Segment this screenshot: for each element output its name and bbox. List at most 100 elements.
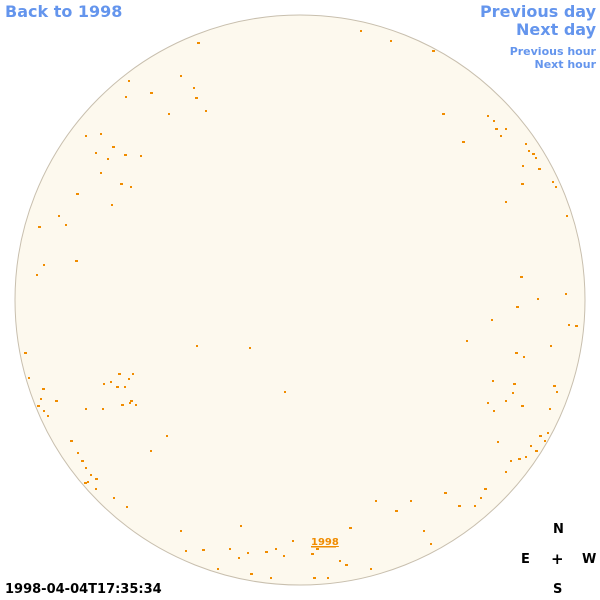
active-region-mark [395, 510, 398, 512]
active-region-mark [500, 135, 502, 137]
active-region-mark [521, 405, 524, 407]
active-region-mark [495, 128, 498, 130]
active-region-mark [58, 215, 60, 217]
active-region-mark [37, 405, 40, 407]
active-region-mark [370, 568, 372, 570]
compass-west: W [582, 552, 597, 567]
active-region-mark [530, 445, 532, 447]
active-region-mark [505, 201, 507, 203]
active-region-mark [313, 577, 316, 579]
active-region-mark [521, 183, 524, 185]
active-region-mark [240, 525, 242, 527]
active-region-mark [112, 146, 115, 148]
observation-timestamp: 1998-04-04T17:35:34 [5, 582, 162, 597]
active-region-mark [518, 458, 521, 460]
next-hour-link[interactable]: Next hour [534, 58, 597, 71]
active-region-mark [493, 120, 495, 122]
active-region-mark [510, 460, 512, 462]
active-region-mark [100, 172, 102, 174]
active-region-mark [566, 215, 568, 217]
compass-north: N [553, 522, 564, 537]
active-region-mark [238, 557, 240, 559]
active-region-mark [292, 540, 294, 542]
active-region-mark [150, 450, 152, 452]
active-region-mark [516, 306, 519, 308]
active-region-mark [270, 577, 272, 579]
region-label-link[interactable]: 1998 [311, 537, 339, 548]
active-region-mark [87, 481, 89, 483]
active-region-mark [140, 155, 142, 157]
region-label[interactable]: 1998 [311, 537, 339, 548]
active-region-mark [166, 435, 168, 437]
active-region-mark [40, 398, 42, 400]
active-region-mark [110, 381, 112, 383]
active-region-mark [515, 352, 518, 354]
active-region-mark [113, 497, 115, 499]
active-region-mark [556, 391, 558, 393]
active-region-mark [442, 113, 445, 115]
active-regions [24, 30, 578, 579]
active-region-mark [549, 408, 551, 410]
active-region-mark [275, 548, 277, 550]
active-region-mark [150, 92, 153, 94]
active-region-mark [484, 488, 487, 490]
active-region-mark [90, 474, 92, 476]
previous-day-link[interactable]: Previous day [479, 2, 596, 21]
active-region-mark [555, 186, 557, 188]
active-region-mark [118, 373, 121, 375]
active-region-mark [284, 391, 286, 393]
active-region-mark [423, 530, 425, 532]
active-region-mark [28, 377, 30, 379]
active-region-mark [339, 560, 341, 562]
back-to-year-link[interactable]: Back to 1998 [5, 2, 123, 21]
active-region-mark [85, 467, 87, 469]
sun-disk [14, 14, 586, 586]
active-region-mark [36, 274, 38, 276]
active-region-mark [535, 450, 538, 452]
active-region-mark [107, 158, 109, 160]
active-region-mark [544, 440, 546, 442]
active-region-mark [121, 404, 124, 406]
active-region-mark [520, 276, 523, 278]
active-region-mark [466, 340, 468, 342]
active-region-mark [525, 456, 527, 458]
active-region-mark [249, 347, 251, 349]
compass-east: E [521, 552, 530, 567]
active-region-mark [537, 298, 539, 300]
active-region-mark [250, 573, 253, 575]
active-region-mark [430, 543, 432, 545]
active-region-mark [528, 150, 530, 152]
active-region-mark [487, 115, 489, 117]
active-region-mark [575, 325, 578, 327]
next-day-link[interactable]: Next day [516, 20, 596, 39]
active-region-mark [70, 440, 73, 442]
active-region-mark [565, 293, 567, 295]
active-region-mark [247, 552, 249, 554]
active-region-mark [125, 96, 127, 98]
active-region-mark [47, 415, 49, 417]
active-region-mark [85, 408, 87, 410]
active-region-mark [130, 186, 132, 188]
compass-center: + [551, 550, 564, 568]
previous-hour-link[interactable]: Previous hour [509, 45, 596, 58]
active-region-mark [217, 568, 219, 570]
active-region-mark [76, 193, 79, 195]
active-region-mark [168, 113, 170, 115]
active-region-mark [523, 356, 525, 358]
active-region-mark [129, 402, 131, 404]
active-region-mark [432, 50, 435, 52]
active-region-mark [124, 386, 126, 388]
active-region-mark [81, 460, 84, 462]
active-region-mark [462, 141, 465, 143]
active-region-mark [95, 152, 97, 154]
active-region-mark [84, 482, 87, 484]
active-region-mark [43, 410, 45, 412]
active-region-mark [111, 204, 113, 206]
active-region-mark [130, 400, 133, 402]
active-region-mark [505, 471, 507, 473]
active-region-mark [283, 555, 285, 557]
active-region-mark [327, 577, 329, 579]
active-region-mark [85, 135, 87, 137]
active-region-mark [128, 378, 130, 380]
